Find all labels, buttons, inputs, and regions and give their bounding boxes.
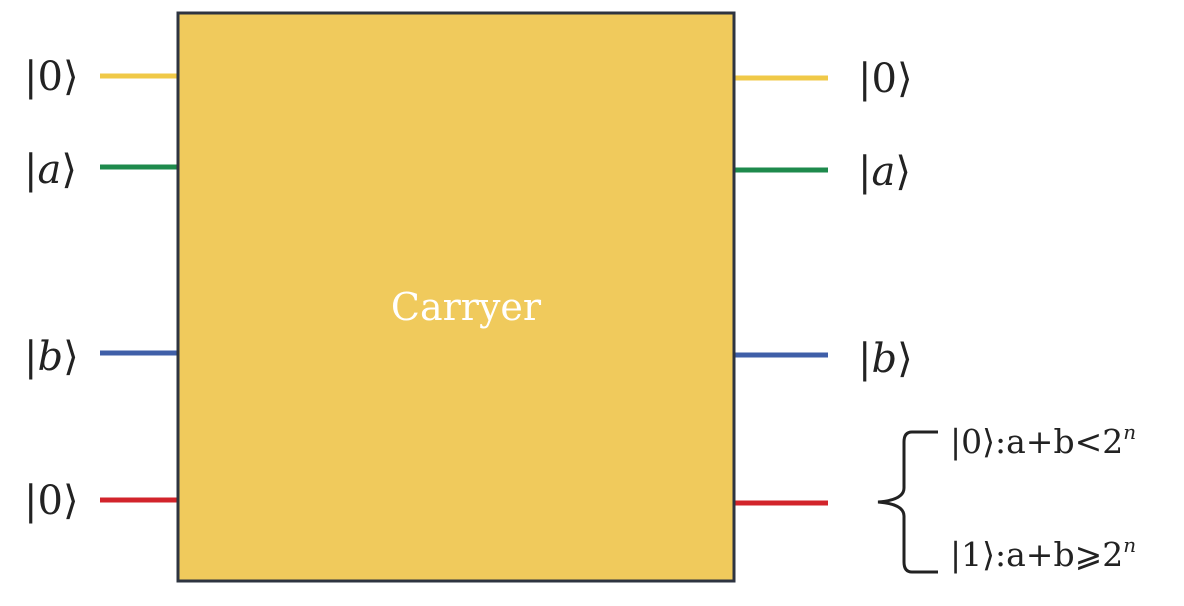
input-ket-1: |0⟩ bbox=[24, 54, 79, 100]
gate-label: Carryer bbox=[391, 285, 542, 329]
output-ket-3: |b⟩ bbox=[858, 336, 913, 382]
carry-condition-0-exp: n bbox=[1123, 420, 1136, 444]
carry-condition-0-expr: :a+b<2 bbox=[995, 422, 1123, 461]
input-ket-4-state: 0 bbox=[37, 478, 62, 524]
carry-condition-1-expr: :a+b⩾2 bbox=[995, 535, 1123, 574]
input-ket-4: |0⟩ bbox=[24, 478, 79, 524]
carry-brace bbox=[877, 430, 938, 574]
input-ket-2-state: a bbox=[37, 147, 61, 193]
carry-condition-1-state: 1 bbox=[961, 535, 982, 574]
output-ket-2-state: a bbox=[871, 149, 895, 195]
carry-condition-1: |1⟩:a+b⩾2n bbox=[950, 533, 1136, 574]
output-ket-1-state: 0 bbox=[871, 56, 896, 102]
input-ket-3: |b⟩ bbox=[24, 334, 79, 380]
input-ket-3-state: b bbox=[37, 334, 63, 380]
carryer-gate bbox=[176, 11, 736, 583]
input-ket-1-state: 0 bbox=[37, 54, 62, 100]
input-ket-2: |a⟩ bbox=[24, 147, 77, 193]
carry-condition-0-state: 0 bbox=[961, 422, 982, 461]
output-ket-1: |0⟩ bbox=[858, 56, 913, 102]
output-ket-2: |a⟩ bbox=[858, 149, 911, 195]
carry-condition-1-exp: n bbox=[1123, 533, 1136, 557]
output-ket-3-state: b bbox=[871, 336, 897, 382]
carry-condition-0: |0⟩:a+b<2n bbox=[950, 420, 1136, 461]
